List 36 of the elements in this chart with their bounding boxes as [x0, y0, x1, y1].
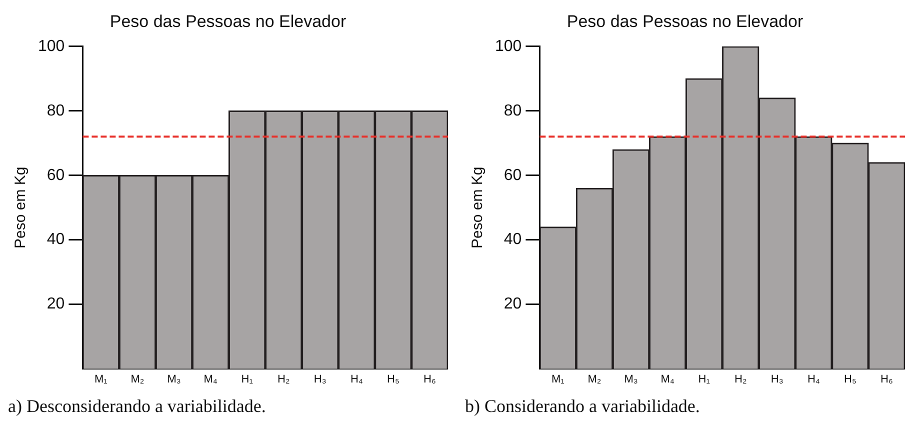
x-tick-label: M₁: [94, 373, 108, 386]
x-tick-label: M₂: [588, 373, 602, 386]
x-tick-label: M₂: [130, 373, 144, 386]
x-tick-label: H₅: [387, 373, 400, 386]
y-tick-label: 100: [494, 38, 522, 55]
y-axis-title: Peso em Kg: [469, 166, 486, 248]
chart-title: Peso das Pessoas no Elevador: [110, 12, 346, 31]
y-tick-label: 100: [38, 38, 65, 55]
text: b) Considerando a variabilidade.: [465, 395, 701, 417]
x-tick-label: H₁: [241, 373, 254, 386]
y-tick-label: 20: [46, 296, 65, 313]
x-tick-label: H₆: [424, 373, 436, 386]
x-tick-label: H₂: [278, 373, 290, 386]
x-tick-label: H₃: [770, 373, 784, 386]
x-tick-label: M₃: [167, 373, 181, 386]
x-tick-label: H₄: [807, 373, 820, 386]
y-tick-label: 80: [46, 102, 65, 120]
text: a) Desconsiderando a variabilidade.: [8, 395, 267, 417]
x-tick-label: H₄: [350, 373, 364, 386]
x-tick-label: M₁: [552, 373, 565, 386]
x-tick-label: H₁: [698, 373, 710, 386]
x-tick-label: M₄: [204, 373, 218, 386]
y-tick-label: 60: [46, 166, 65, 184]
y-tick-label: 80: [504, 102, 522, 120]
x-tick-label: H₃: [314, 373, 326, 386]
y-tick-label: 40: [46, 231, 65, 248]
x-tick-label: H₆: [880, 373, 893, 386]
y-tick-label: 20: [504, 296, 522, 313]
y-tick-label: 40: [504, 231, 522, 248]
x-tick-label: H₂: [734, 373, 747, 386]
y-tick-label: 60: [504, 166, 522, 184]
x-tick-label: H₅: [844, 373, 856, 386]
chart-title: Peso das Pessoas no Elevador: [566, 12, 804, 31]
x-tick-label: M₃: [624, 373, 638, 386]
x-tick-label: M₄: [660, 373, 675, 386]
y-axis-title: Peso em Kg: [12, 166, 30, 248]
